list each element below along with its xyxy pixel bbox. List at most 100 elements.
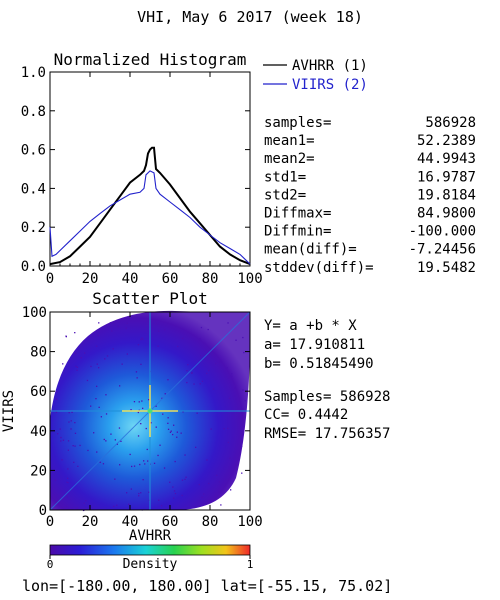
page-title: VHI, May 6 2017 (week 18) [137, 8, 363, 26]
scatter-point [114, 439, 116, 441]
scatter-point [157, 345, 159, 347]
scatter-point [195, 446, 197, 448]
scatter-point [118, 427, 121, 429]
scatter-point [167, 379, 169, 381]
scatter-point [72, 445, 74, 447]
scatter-point [198, 483, 200, 486]
scatter-point [227, 427, 229, 429]
scatter-point [126, 322, 128, 324]
scatter-point [73, 461, 75, 463]
scatter-point [112, 348, 114, 350]
scatter-point [90, 365, 92, 368]
legend-avhrr-label: AVHRR (1) [292, 58, 368, 74]
scatter-point [241, 408, 244, 410]
scatter-point [135, 371, 138, 373]
scatter-point [199, 383, 201, 385]
scatter-point [208, 369, 210, 372]
scatter-point [67, 440, 70, 442]
scatter-point [158, 499, 160, 501]
scatter-point [176, 431, 178, 433]
stat-label: Diffmin= [264, 224, 331, 240]
scatter-point [102, 463, 105, 465]
stat-label: std2= [264, 187, 306, 203]
scatter-point [130, 409, 132, 411]
scatter-title: Scatter Plot [92, 289, 208, 308]
lon-lat-footer: lon=[-180.00, 180.00] lat=[-55.15, 75.02… [22, 577, 392, 595]
scatter-point [155, 426, 157, 428]
scatter-point [215, 362, 217, 365]
scatter-point [74, 332, 76, 334]
scatter-point [231, 373, 233, 375]
density-colorbar: 0 Density 1 [47, 544, 253, 572]
scatter-point [223, 428, 225, 430]
stat-value: 586928 [425, 115, 476, 131]
scatter-point [83, 502, 85, 504]
stat-value: -100.000 [409, 224, 476, 240]
scatter-point [86, 379, 89, 382]
scatter-point [65, 335, 67, 337]
scatter-point [105, 440, 107, 442]
scatter-point [140, 423, 142, 425]
scatter-point [147, 460, 149, 462]
scatter-point [193, 383, 195, 385]
scatter-point [145, 427, 147, 430]
scatter-x-tick-label: 20 [82, 514, 99, 530]
scatter-point [60, 436, 62, 439]
histogram-x-tick-label: 80 [202, 271, 219, 287]
stat-value: 16.9787 [417, 169, 476, 185]
scatter-point [155, 323, 157, 325]
regression-equation: Y= a +b * X [264, 318, 357, 334]
scatter-point [67, 449, 69, 451]
scatter-point [95, 398, 97, 400]
scatter-point [71, 411, 73, 413]
scatter-point [76, 366, 79, 368]
scatter-point [137, 435, 140, 437]
scatter-point [196, 412, 198, 414]
scatter-point [119, 385, 121, 387]
scatter-point [206, 459, 208, 461]
scatter-point [219, 361, 221, 363]
scatter-point [162, 413, 164, 415]
scatter-point [76, 507, 78, 509]
scatter-point [187, 364, 189, 366]
histogram-y-tick-label: 0.4 [21, 181, 46, 197]
scatter-point [128, 503, 130, 505]
stat-label: samples= [264, 115, 331, 131]
scatter-point [113, 505, 115, 507]
scatter-point [170, 430, 172, 432]
regression-info: Y= a +b * X a= 17.910811 b= 0.51845490 S… [264, 318, 390, 442]
scatter-point [218, 491, 220, 493]
scatter-point [106, 355, 109, 357]
scatter-point [143, 460, 145, 462]
scatter-point [85, 500, 87, 502]
scatter-point [173, 490, 176, 492]
scatter-point [54, 479, 57, 481]
scatter-point [126, 353, 128, 355]
regression-rmse: RMSE= 17.756357 [264, 426, 390, 442]
scatter-point [200, 355, 202, 357]
scatter-point [164, 393, 166, 395]
scatter-point [136, 377, 138, 379]
histogram-y-tick-label: 0.2 [21, 220, 46, 236]
scatter-point [201, 380, 204, 382]
histogram-ticks [49, 71, 251, 267]
scatter-point [176, 436, 178, 438]
scatter-point [137, 344, 140, 346]
scatter-point [79, 444, 81, 447]
scatter-point [55, 391, 58, 393]
scatter-panel: Scatter Plot 0 20 40 60 80 100 0 20 40 60 80 100 A… [1, 289, 263, 544]
scatter-point [103, 438, 105, 441]
histogram-panel: Normalized Histogram 0 20 40 60 80 100 0.0 0.2… [21, 50, 263, 287]
scatter-point [142, 407, 144, 409]
scatter-point [55, 398, 58, 400]
scatter-point [130, 488, 132, 490]
scatter-point [185, 476, 187, 478]
scatter-point [229, 457, 231, 459]
scatter-point [138, 492, 140, 495]
histogram-plot-frame [49, 71, 251, 267]
scatter-point [159, 444, 161, 446]
colorbar-min-label: 0 [47, 558, 54, 571]
scatter-point [173, 497, 175, 499]
scatter-point [144, 463, 146, 465]
scatter-point [167, 422, 169, 424]
